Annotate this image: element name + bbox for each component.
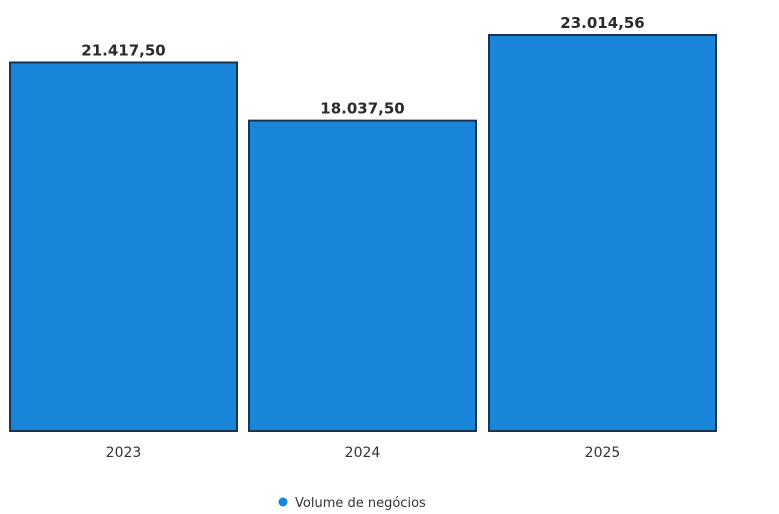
- legend-label: Volume de negócios: [295, 496, 426, 510]
- data-label-2024: 18.037,50: [320, 100, 404, 118]
- legend-marker: [278, 497, 288, 507]
- bars-layer: [9, 34, 717, 433]
- bar-2024[interactable]: [248, 119, 477, 432]
- bar-2025[interactable]: [488, 34, 717, 432]
- x-tick-label-2024: 2024: [345, 445, 381, 461]
- x-tick-label-2025: 2025: [585, 445, 621, 461]
- bar-2023[interactable]: [9, 61, 238, 433]
- data-labels-layer: 21.417,50 18.037,50 23.014,56: [81, 14, 644, 118]
- legend[interactable]: Volume de negócios: [278, 496, 427, 511]
- x-tick-label-2023: 2023: [106, 445, 142, 461]
- x-axis-ticks: 2023 2024 2025: [106, 445, 621, 461]
- data-label-2025: 23.014,56: [560, 14, 644, 32]
- data-label-2023: 21.417,50: [81, 41, 165, 59]
